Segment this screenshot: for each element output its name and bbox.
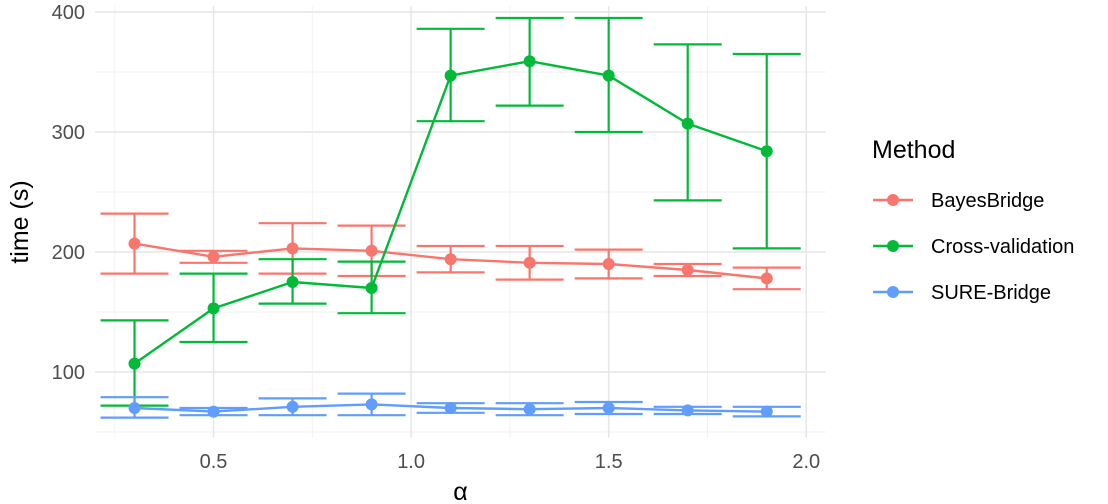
data-point bbox=[365, 244, 378, 257]
x-tick-label: 1.5 bbox=[595, 451, 623, 473]
data-point bbox=[681, 264, 694, 276]
data-point bbox=[207, 302, 220, 315]
data-point bbox=[444, 69, 457, 82]
data-point bbox=[128, 357, 141, 370]
data-point bbox=[444, 402, 457, 414]
legend-item: Cross-validation bbox=[873, 236, 1074, 258]
series-cross-validation bbox=[100, 16, 801, 407]
y-tick-label: 200 bbox=[52, 242, 85, 264]
legend-item: SURE-Bridge bbox=[873, 282, 1051, 304]
data-point bbox=[365, 398, 378, 411]
y-tick-label: 300 bbox=[52, 122, 85, 144]
data-point bbox=[681, 404, 694, 417]
data-point bbox=[602, 258, 615, 270]
x-tick-label: 2.0 bbox=[792, 451, 820, 473]
legend-label: Cross-validation bbox=[931, 236, 1074, 258]
legend-label: BayesBridge bbox=[931, 190, 1044, 212]
legend: Method BayesBridge Cross-validation SURE-B… bbox=[872, 136, 1074, 304]
data-point bbox=[760, 272, 773, 285]
y-axis-title: time (s) bbox=[6, 180, 34, 263]
grid bbox=[95, 6, 826, 438]
axes: 0.5 1.0 1.5 2.0 100 200 300 400 bbox=[52, 2, 821, 473]
data-point bbox=[128, 402, 141, 414]
data-point bbox=[207, 405, 220, 418]
data-point bbox=[523, 55, 536, 68]
x-tick-label: 0.5 bbox=[200, 451, 228, 473]
legend-title: Method bbox=[872, 136, 955, 164]
data-point bbox=[523, 403, 536, 416]
x-axis-title: α bbox=[453, 478, 467, 504]
data-point bbox=[602, 69, 615, 82]
x-tick-label: 1.0 bbox=[397, 451, 425, 473]
legend-key-point bbox=[887, 194, 899, 206]
data-point bbox=[760, 145, 773, 158]
data-point bbox=[444, 253, 457, 266]
data-point bbox=[286, 276, 299, 288]
series-layer bbox=[100, 16, 801, 419]
data-point bbox=[760, 405, 773, 418]
data-point bbox=[681, 117, 694, 130]
legend-key-point bbox=[887, 240, 899, 252]
y-tick-label: 100 bbox=[52, 362, 85, 384]
data-point bbox=[128, 237, 141, 250]
data-point bbox=[523, 256, 536, 269]
y-tick-label: 400 bbox=[52, 2, 85, 24]
legend-key-point bbox=[887, 286, 899, 298]
legend-label: SURE-Bridge bbox=[931, 282, 1051, 304]
data-point bbox=[365, 282, 378, 294]
legend-item: BayesBridge bbox=[873, 190, 1044, 212]
data-point bbox=[286, 242, 299, 255]
data-point bbox=[207, 250, 220, 263]
data-point bbox=[602, 402, 615, 414]
data-point bbox=[286, 400, 299, 413]
series-sure-bridge bbox=[100, 392, 801, 419]
